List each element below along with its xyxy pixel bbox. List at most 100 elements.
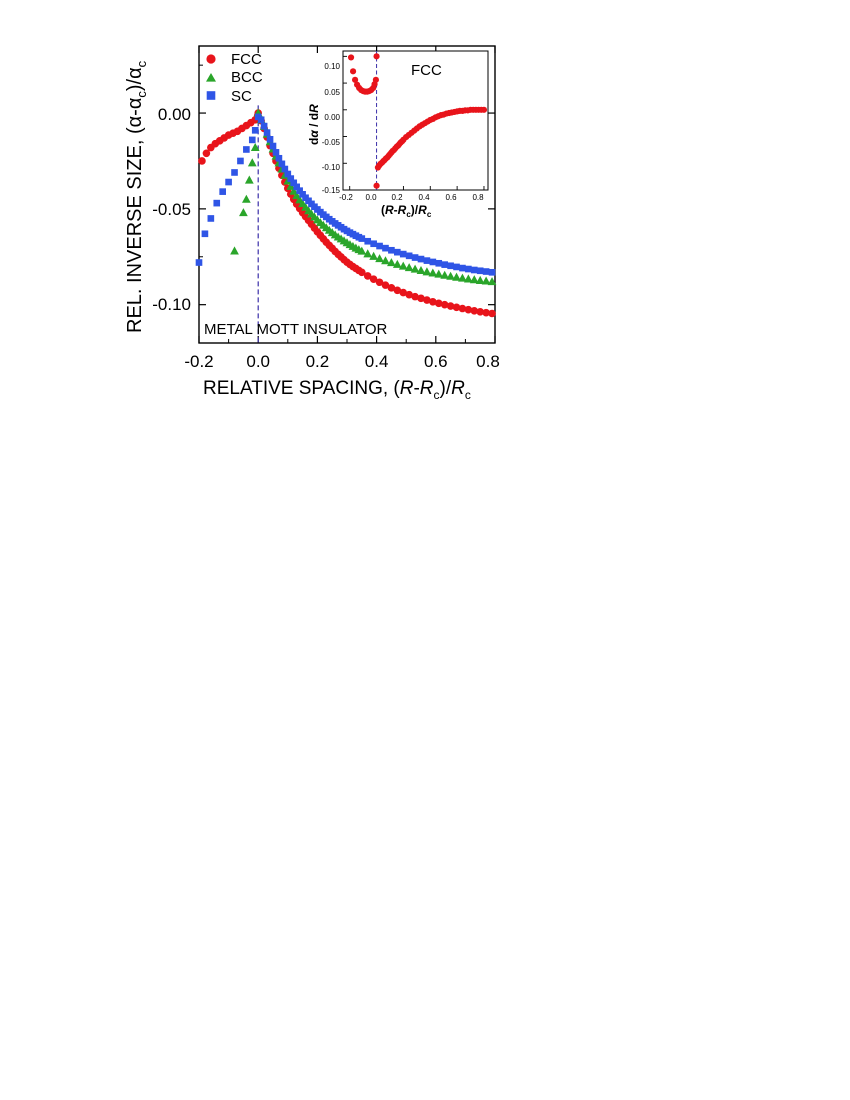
inset-x-tick-label: -0.2: [339, 193, 353, 202]
main-point-sc: [284, 170, 292, 178]
main-point-fcc: [446, 302, 455, 310]
main-point-sc: [411, 254, 419, 261]
main-point-sc: [370, 240, 377, 248]
inset-x-tick-label: 0.0: [365, 193, 377, 202]
main-point-sc: [275, 154, 283, 162]
main-point-bcc: [250, 142, 260, 152]
main-point-sc: [429, 258, 437, 266]
main-point-sc: [388, 246, 395, 254]
main-point-sc: [453, 263, 460, 271]
main-point-bcc: [428, 268, 438, 277]
main-plot: -0.2 0.0 0.2 0.4 0.6 0.8 0.00 -0.05 -0.1…: [124, 45, 500, 402]
main-x-axis-label: RELATIVE SPACING, (R-Rc)/Rc: [203, 378, 471, 402]
main-point-bcc: [375, 254, 384, 263]
legend: FCC BCC SC: [206, 51, 263, 105]
inset-x-tick-label: 0.4: [418, 193, 430, 202]
main-point-sc: [243, 146, 250, 153]
main-y-tick-label: 0.00: [158, 105, 191, 124]
main-y-tick-label: -0.10: [152, 295, 191, 314]
main-point-sc: [459, 264, 466, 272]
main-point-sc: [488, 268, 496, 276]
main-point-sc: [296, 187, 303, 194]
main-point-sc: [248, 136, 256, 144]
main-point-bcc: [357, 246, 367, 255]
main-point-sc: [219, 188, 226, 195]
main-point-sc: [299, 190, 306, 198]
main-point-fcc: [482, 308, 490, 317]
main-point-bcc: [363, 249, 373, 258]
main-point-bcc: [434, 269, 444, 278]
main-y-tick-label: -0.05: [152, 200, 191, 219]
main-point-sc: [364, 237, 372, 245]
main-point-sc: [482, 268, 490, 275]
main-point-bcc: [446, 271, 455, 280]
main-point-sc: [293, 183, 300, 191]
main-point-fcc: [369, 275, 378, 283]
main-point-sc: [417, 255, 425, 263]
main-point-sc: [201, 230, 209, 238]
inset-x-tick-label: 0.8: [472, 193, 484, 202]
main-point-sc: [382, 244, 389, 252]
main-point-fcc: [405, 290, 413, 299]
main-point-fcc: [387, 284, 396, 292]
main-point-bcc: [241, 194, 251, 203]
inset-point: [347, 54, 355, 61]
main-point-sc: [257, 116, 265, 124]
main-point-sc: [269, 142, 277, 150]
main-point-sc: [251, 126, 259, 134]
main-point-sc: [272, 149, 280, 156]
main-point-sc: [376, 242, 383, 250]
legend-label-fcc: FCC: [231, 51, 262, 68]
inset-plot: -0.2 0.0 0.2 0.4 0.6 0.8 0.10 0.05 0.00 …: [307, 50, 489, 219]
inset-x-tick-label: 0.6: [445, 193, 457, 202]
main-point-fcc: [381, 281, 390, 289]
main-point-sc: [195, 259, 203, 266]
inset-plot-frame: [342, 50, 489, 191]
main-point-fcc: [434, 299, 443, 308]
main-point-sc: [435, 259, 443, 267]
main-point-bcc: [392, 259, 402, 268]
metal-mott-insulator-annotation: METAL MOTT INSULATOR: [204, 321, 388, 338]
main-point-bcc: [481, 276, 491, 285]
inset-x-axis-label: (R-Rc)/Rc: [381, 203, 432, 219]
inset-y-tick-label: -0.10: [322, 163, 341, 172]
inset-point: [373, 182, 380, 189]
main-point-sc: [405, 252, 413, 260]
inset-y-tick-labels: 0.10 0.05 0.00 -0.05 -0.10 -0.15: [322, 62, 341, 195]
inset-point: [372, 76, 379, 83]
main-point-bcc: [452, 272, 461, 281]
main-point-fcc: [202, 149, 211, 158]
main-x-tick-labels: -0.2 0.0 0.2 0.4 0.6 0.8: [184, 352, 499, 371]
main-point-bcc: [458, 273, 467, 282]
main-point-fcc: [375, 278, 384, 287]
main-series-sc: [195, 113, 496, 276]
main-point-sc: [263, 129, 271, 136]
main-point-fcc: [363, 272, 372, 280]
main-x-tick-label: 0.2: [306, 352, 330, 371]
main-point-bcc: [487, 277, 497, 286]
main-point-sc: [394, 248, 401, 256]
main-point-sc: [213, 199, 221, 207]
inset-point: [480, 106, 488, 113]
main-point-bcc: [230, 246, 239, 255]
inset-point: [373, 53, 380, 60]
main-point-sc: [423, 257, 431, 264]
inset-y-axis-label: dα / dR: [307, 104, 321, 145]
main-point-bcc: [475, 275, 485, 284]
main-point-fcc: [458, 304, 467, 313]
inset-title: FCC: [411, 62, 442, 79]
inset-point: [351, 76, 359, 83]
main-point-fcc: [452, 303, 461, 312]
main-x-tick-label: -0.2: [184, 352, 213, 371]
main-point-sc: [470, 266, 478, 274]
inset-y-tick-label: -0.15: [322, 186, 341, 195]
main-point-bcc: [239, 208, 248, 217]
inset-series-fcc: [347, 53, 488, 189]
inset-series: [347, 53, 488, 189]
main-point-sc: [399, 250, 407, 258]
main-x-tick-label: 0.4: [365, 352, 389, 371]
main-point-bcc: [398, 261, 408, 270]
main-point-sc: [290, 179, 298, 187]
main-y-tick-labels: 0.00 -0.05 -0.10: [152, 105, 191, 314]
